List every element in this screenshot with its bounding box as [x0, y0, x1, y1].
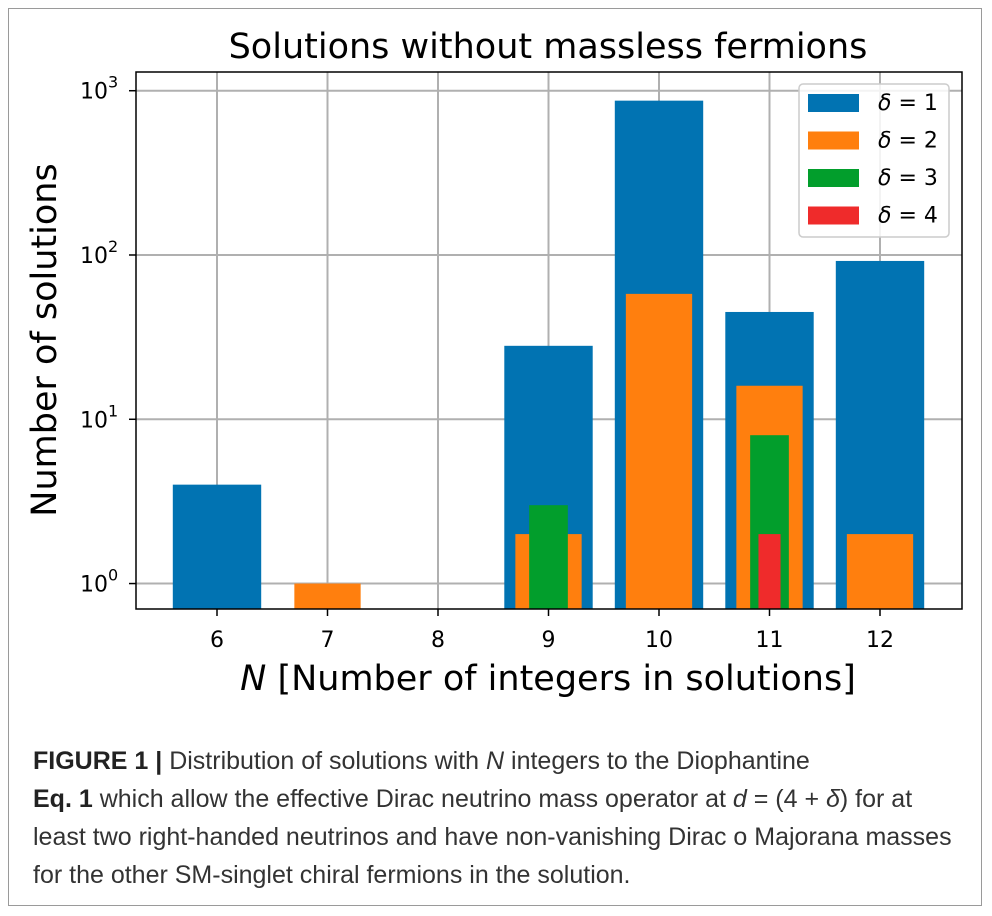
- bars: [172, 100, 925, 609]
- y-tick-exponent: 1: [108, 401, 118, 420]
- x-tick-label: 6: [210, 628, 224, 653]
- legend-box: [798, 83, 950, 238]
- legend-swatch: [808, 94, 859, 112]
- legend: δ = 1 δ = 2 δ = 3 δ = 4: [798, 83, 950, 238]
- legend-label: δ = 4: [878, 204, 938, 229]
- y-tick-label: 10: [80, 408, 108, 433]
- y-tick-label: 10: [80, 573, 108, 598]
- legend-swatch: [808, 131, 859, 150]
- x-tick-label: 10: [645, 628, 673, 653]
- y-tick-exponent: 3: [108, 73, 118, 92]
- bar: [846, 534, 914, 609]
- figure-frame: [8, 8, 982, 906]
- bar: [625, 293, 693, 609]
- legend-label: δ = 1: [878, 91, 938, 116]
- bar-chart: Solutions without massless fermions 6 7 8 9…: [25, 27, 963, 699]
- caption-label: FIGURE 1 |: [33, 747, 163, 775]
- x-axis-label-variable: N: [240, 659, 266, 699]
- x-tick-label: 12: [866, 628, 894, 653]
- x-axis-label: N [Number of integers in solutions]: [240, 659, 856, 699]
- bar: [294, 583, 361, 609]
- y-tick-label: 10: [80, 80, 108, 105]
- chart-title: Solutions without massless fermions: [229, 27, 868, 67]
- x-tick-label: 7: [321, 628, 335, 653]
- bar: [172, 484, 262, 609]
- legend-label: δ = 3: [878, 166, 938, 191]
- y-axis-label: Number of solutions: [25, 163, 65, 516]
- bar: [529, 505, 568, 609]
- x-tick-label: 9: [542, 628, 556, 653]
- legend-label: δ = 2: [878, 129, 938, 154]
- bar: [758, 534, 781, 609]
- figure-caption: FIGURE 1 | Distribution of solutions wit…: [33, 747, 952, 889]
- legend-swatch: [808, 169, 859, 187]
- x-tick-label: 8: [431, 628, 445, 653]
- y-tick-exponent: 0: [108, 566, 118, 585]
- x-axis-label-text: [Number of integers in solutions]: [266, 659, 856, 699]
- x-tick-label: 11: [756, 628, 784, 653]
- y-tick-label: 10: [80, 244, 108, 269]
- legend-swatch: [808, 206, 859, 225]
- y-tick-exponent: 2: [108, 237, 118, 256]
- x-axis: 6 7 8 9 10 11 12: [210, 609, 894, 653]
- caption-eq-link[interactable]: Eq. 1: [33, 785, 93, 813]
